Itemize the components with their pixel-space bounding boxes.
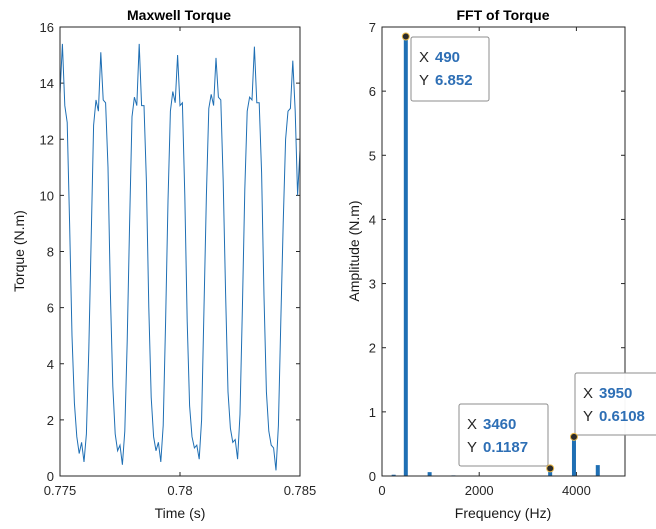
- y-tick-label: 5: [369, 148, 376, 163]
- datatip-y-label: Y: [419, 72, 429, 89]
- y-tick-label: 16: [40, 20, 54, 35]
- datatip-marker[interactable]: [546, 464, 555, 473]
- fft-bar: [571, 436, 576, 476]
- datatip-marker[interactable]: [401, 32, 410, 41]
- fft-bar: [391, 474, 396, 476]
- datatip[interactable]: X 490 Y 6.852: [401, 32, 490, 102]
- y-tick-label: 12: [40, 132, 54, 147]
- y-tick-label: 6: [369, 84, 376, 99]
- x-tick-label: 2000: [465, 483, 494, 498]
- datatip-x-value: 490: [435, 49, 460, 66]
- y-tick-label: 14: [40, 76, 54, 91]
- x-tick-label: 4000: [562, 483, 591, 498]
- x-axis-label: Frequency (Hz): [455, 505, 551, 521]
- datatip[interactable]: X 3460 Y 0.1187: [458, 403, 555, 473]
- y-tick-label: 0: [369, 469, 376, 484]
- y-tick-label: 2: [47, 413, 54, 428]
- datatip-y-value: 0.1187: [483, 439, 528, 456]
- x-tick-label: 0.775: [44, 483, 77, 498]
- chart-title: FFT of Torque: [456, 7, 549, 23]
- x-axis-ticks: 0.775 0.78 0.785: [44, 27, 317, 498]
- datatip-box: [410, 36, 490, 102]
- datatip[interactable]: X 3950 Y 0.6108: [569, 372, 656, 441]
- datatip-box: [458, 403, 549, 467]
- y-axis-ticks: 0 1 2 3 4 5 6 7: [369, 20, 625, 484]
- datatip-x-label: X: [583, 385, 593, 402]
- y-tick-label: 4: [47, 357, 54, 372]
- axes-box: [381, 26, 626, 477]
- y-axis-label: Torque (N.m): [11, 210, 27, 292]
- y-tick-label: 6: [47, 301, 54, 316]
- datatip-box: [574, 372, 656, 436]
- fft-bar: [427, 472, 432, 476]
- y-tick-label: 3: [369, 277, 376, 292]
- y-tick-label: 0: [47, 469, 54, 484]
- datatip-x-value: 3950: [599, 385, 632, 402]
- torque-line: [59, 43, 301, 471]
- x-tick-label: 0.785: [284, 483, 317, 498]
- y-tick-label: 1: [369, 405, 376, 420]
- x-tick-label: 0.78: [167, 483, 192, 498]
- y-tick-label: 4: [369, 212, 376, 227]
- maxwell-torque-chart: Maxwell Torque 0.775 0.78 0.785 0 2 4 6 8 10 12 1…: [11, 7, 316, 521]
- datatip-x-value: 3460: [483, 416, 516, 433]
- datatip-x-label: X: [419, 49, 429, 66]
- datatip-x-label: X: [467, 416, 477, 433]
- fft-bar: [403, 36, 408, 477]
- x-tick-label: 0: [378, 483, 385, 498]
- datatip-y-value: 6.852: [435, 72, 473, 89]
- plot-area: [60, 27, 300, 476]
- y-tick-label: 7: [369, 20, 376, 35]
- y-tick-label: 10: [40, 188, 54, 203]
- datatip-y-label: Y: [467, 439, 477, 456]
- y-tick-label: 2: [369, 341, 376, 356]
- datatip-y-value: 0.6108: [599, 408, 645, 425]
- datatip-marker[interactable]: [569, 432, 578, 441]
- fft-torque-chart: FFT of Torque 0 2000 4000 0 1 2 3 4 5 6 7 X 490 Y 6.…: [346, 7, 656, 521]
- x-axis-ticks: 0 2000 4000: [378, 27, 591, 498]
- y-tick-label: 8: [47, 245, 54, 260]
- fft-bar: [595, 465, 600, 476]
- y-axis-label: Amplitude (N.m): [346, 200, 362, 301]
- x-axis-label: Time (s): [155, 505, 206, 521]
- chart-title: Maxwell Torque: [127, 7, 231, 23]
- axes-box: [59, 26, 301, 477]
- datatip-y-label: Y: [583, 408, 593, 425]
- datatips: X 490 Y 6.852 X 3460 Y 0.1187 X 3950 Y 0.6108: [401, 32, 656, 473]
